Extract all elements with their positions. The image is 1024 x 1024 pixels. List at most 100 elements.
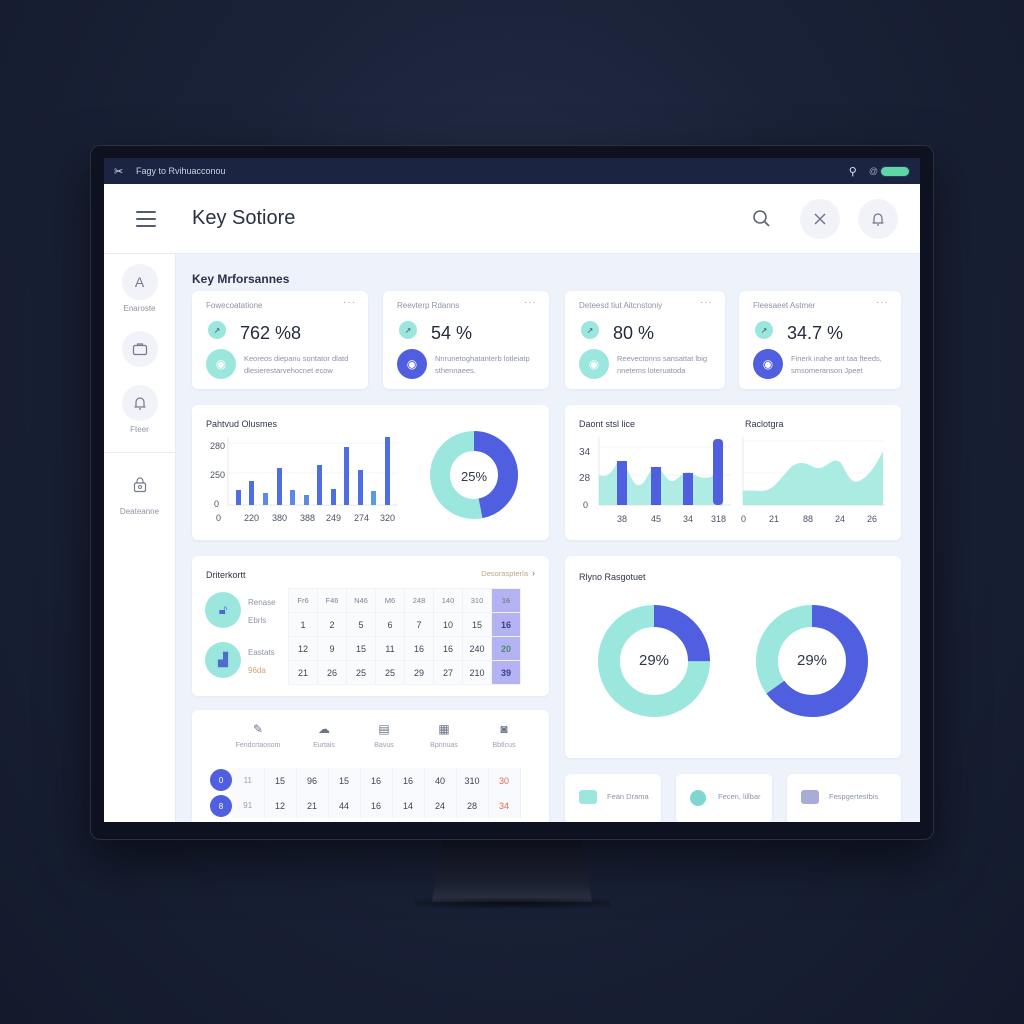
sidebar-item-label: Fteer	[130, 425, 149, 434]
donut-chart-left	[598, 605, 710, 717]
table-header-row: Fr6 F46 N46 M6 248 140 310 16	[288, 588, 521, 613]
app-header: Key Sotiore	[104, 184, 920, 254]
at-icon: @	[868, 166, 878, 176]
search-button[interactable]	[742, 199, 782, 239]
category-header[interactable]: ✎ Fendcrtaosom	[228, 722, 288, 749]
bar-chart: 280 250 0 0 220 380 388 249 274 320	[210, 437, 398, 523]
kpi-card[interactable]: Deteesd tiut Aitcnstoniy ··· ↗ 80 % ◉ Re…	[565, 291, 725, 389]
more-icon[interactable]: ···	[524, 297, 537, 308]
svg-text:38: 38	[617, 514, 627, 524]
kpi-value: 80 %	[613, 323, 655, 343]
category-header[interactable]: ◙ Bbtlcus	[474, 722, 534, 749]
section-title: Key Mrforsannes	[192, 272, 290, 286]
trend-icon: ↗	[755, 321, 773, 339]
category-header[interactable]: ▤ Bavus	[354, 722, 414, 749]
kpi-card[interactable]: Fowecoatatione ··· ↗ 762 %8 ◉ Keoreos di…	[192, 291, 368, 389]
tool-icon: ✂	[114, 165, 124, 178]
svg-text:318: 318	[711, 514, 726, 524]
notifications-button[interactable]	[858, 198, 898, 239]
letter-a-icon: A	[121, 264, 158, 300]
support-icon: ◉	[397, 349, 427, 379]
sidebar-item-label: Enaroste	[123, 304, 156, 313]
book-icon	[801, 790, 819, 804]
quick-link-label: Fespgertestbis	[829, 792, 879, 801]
svg-text:34: 34	[683, 514, 693, 524]
kpi-title: Fleesaeet Astmer	[753, 301, 816, 310]
card-title: Rlyno Rasgotuet	[579, 572, 646, 582]
sidebar-item-fteer[interactable]: Fteer	[104, 385, 175, 434]
area-chart-card: Daont stsl lice Raclotgra 34 28 0 38	[565, 405, 901, 540]
kpi-value: 762 %8	[240, 323, 302, 343]
sidebar-divider	[104, 452, 175, 453]
table-row: 1 2 5 6 7 10 15 16	[288, 612, 521, 637]
chevron-right-icon: ›	[532, 568, 535, 578]
kpi-description: Reevectonns sansattat lbig nnetems loter…	[617, 354, 708, 375]
kpi-value: 34.7 %	[787, 323, 844, 343]
row-badge[interactable]: 0	[210, 769, 232, 791]
kpi-title: Deteesd tiut Aitcnstoniy	[579, 301, 663, 310]
sidebar-item-deateanne[interactable]: Deateanne	[104, 467, 175, 516]
svg-text:34: 34	[579, 447, 591, 458]
svg-text:0: 0	[216, 513, 221, 523]
quick-link-card[interactable]: Fecen, lillbar	[676, 774, 772, 822]
svg-text:280: 280	[210, 441, 225, 451]
donut-center-label: 29%	[638, 652, 670, 669]
svg-text:249: 249	[326, 513, 341, 523]
globe-icon	[690, 790, 706, 806]
svg-text:0: 0	[583, 500, 588, 510]
chart-title: Pahtvud Olusmes	[206, 419, 278, 429]
more-icon[interactable]: ···	[700, 297, 713, 308]
stand-shadow	[415, 898, 610, 908]
quick-link-card[interactable]: Fespgertestbis	[787, 774, 901, 822]
kpi-title: Fowecoatatione	[206, 301, 263, 310]
kpi-description: Finerk inahe ant taa fteeds, smsomeranso…	[791, 354, 882, 375]
sidebar-item-enaroste[interactable]: A Enaroste	[104, 264, 175, 313]
category-header[interactable]: ▦ Bpnnuas	[414, 722, 474, 749]
sidebar: A Enaroste Fteer Deateanne	[104, 254, 176, 822]
bar-chart-card: Pahtvud Olusmes	[192, 405, 549, 540]
app-body: A Enaroste Fteer Deateanne	[104, 254, 920, 822]
more-icon[interactable]: ···	[876, 297, 889, 308]
chart-title: Daont stsl lice	[579, 419, 636, 429]
category-header[interactable]: ☁ Eurtais	[294, 722, 354, 749]
edit-icon: ✎	[252, 722, 264, 736]
svg-text:388: 388	[300, 513, 315, 523]
svg-text:0: 0	[741, 514, 746, 524]
quick-link-label: Fecen, lillbar	[718, 792, 761, 801]
table-row: 91 12 21 44 16 14 24 28 34	[232, 793, 521, 818]
svg-text:88: 88	[803, 514, 813, 524]
support-icon: ◉	[579, 349, 609, 379]
svg-text:320: 320	[380, 513, 395, 523]
trend-icon: ↗	[581, 321, 599, 339]
bell-icon	[872, 212, 884, 226]
status-toggle[interactable]	[880, 165, 910, 177]
close-icon	[814, 213, 826, 224]
kpi-card[interactable]: Fleesaeet Astmer ··· ↗ 34.7 % ◉ Finerk i…	[739, 291, 901, 389]
donut-center-label: 29%	[796, 652, 828, 669]
details-link[interactable]: Desoraspterla ›	[481, 568, 535, 578]
quick-link-card[interactable]: Fean Drama	[565, 774, 661, 822]
svg-text:0: 0	[214, 499, 219, 509]
row-badge[interactable]: 8	[210, 795, 232, 817]
window-title: Fagy to Rvihuacconou	[136, 166, 226, 176]
support-icon: ◉	[753, 349, 783, 379]
chart-icon: ▟	[205, 642, 241, 678]
menu-icon[interactable]	[136, 210, 156, 227]
sidebar-item-briefcase[interactable]	[104, 331, 175, 367]
kpi-value: 54 %	[431, 323, 473, 343]
svg-text:274: 274	[354, 513, 369, 523]
legend-item: Eastats 96da	[248, 648, 275, 675]
search-icon[interactable]: ⚲	[848, 165, 857, 178]
briefcase-icon	[121, 331, 158, 367]
more-icon[interactable]: ···	[343, 297, 356, 308]
data-table-card: Driterkortt Desoraspterla › 🔓︎ Renase Ebr…	[192, 556, 549, 696]
svg-text:220: 220	[244, 513, 259, 523]
svg-text:45: 45	[651, 514, 661, 524]
kpi-card[interactable]: Reevterp Rdanns ··· ↗ 54 % ◉ Nnrunetogha…	[383, 291, 549, 389]
data-grid: Fr6 F46 N46 M6 248 140 310 16 1 2 5 6 7 10 15 16 12 9 15…	[288, 588, 521, 685]
page-title: Key Sotiore	[192, 207, 296, 229]
table-row: 12 9 15 11 16 16 240 20	[288, 636, 521, 661]
donut-chart	[430, 431, 518, 519]
area-chart-right: 0 21 88 24 26	[741, 437, 885, 524]
close-button[interactable]	[800, 198, 840, 239]
